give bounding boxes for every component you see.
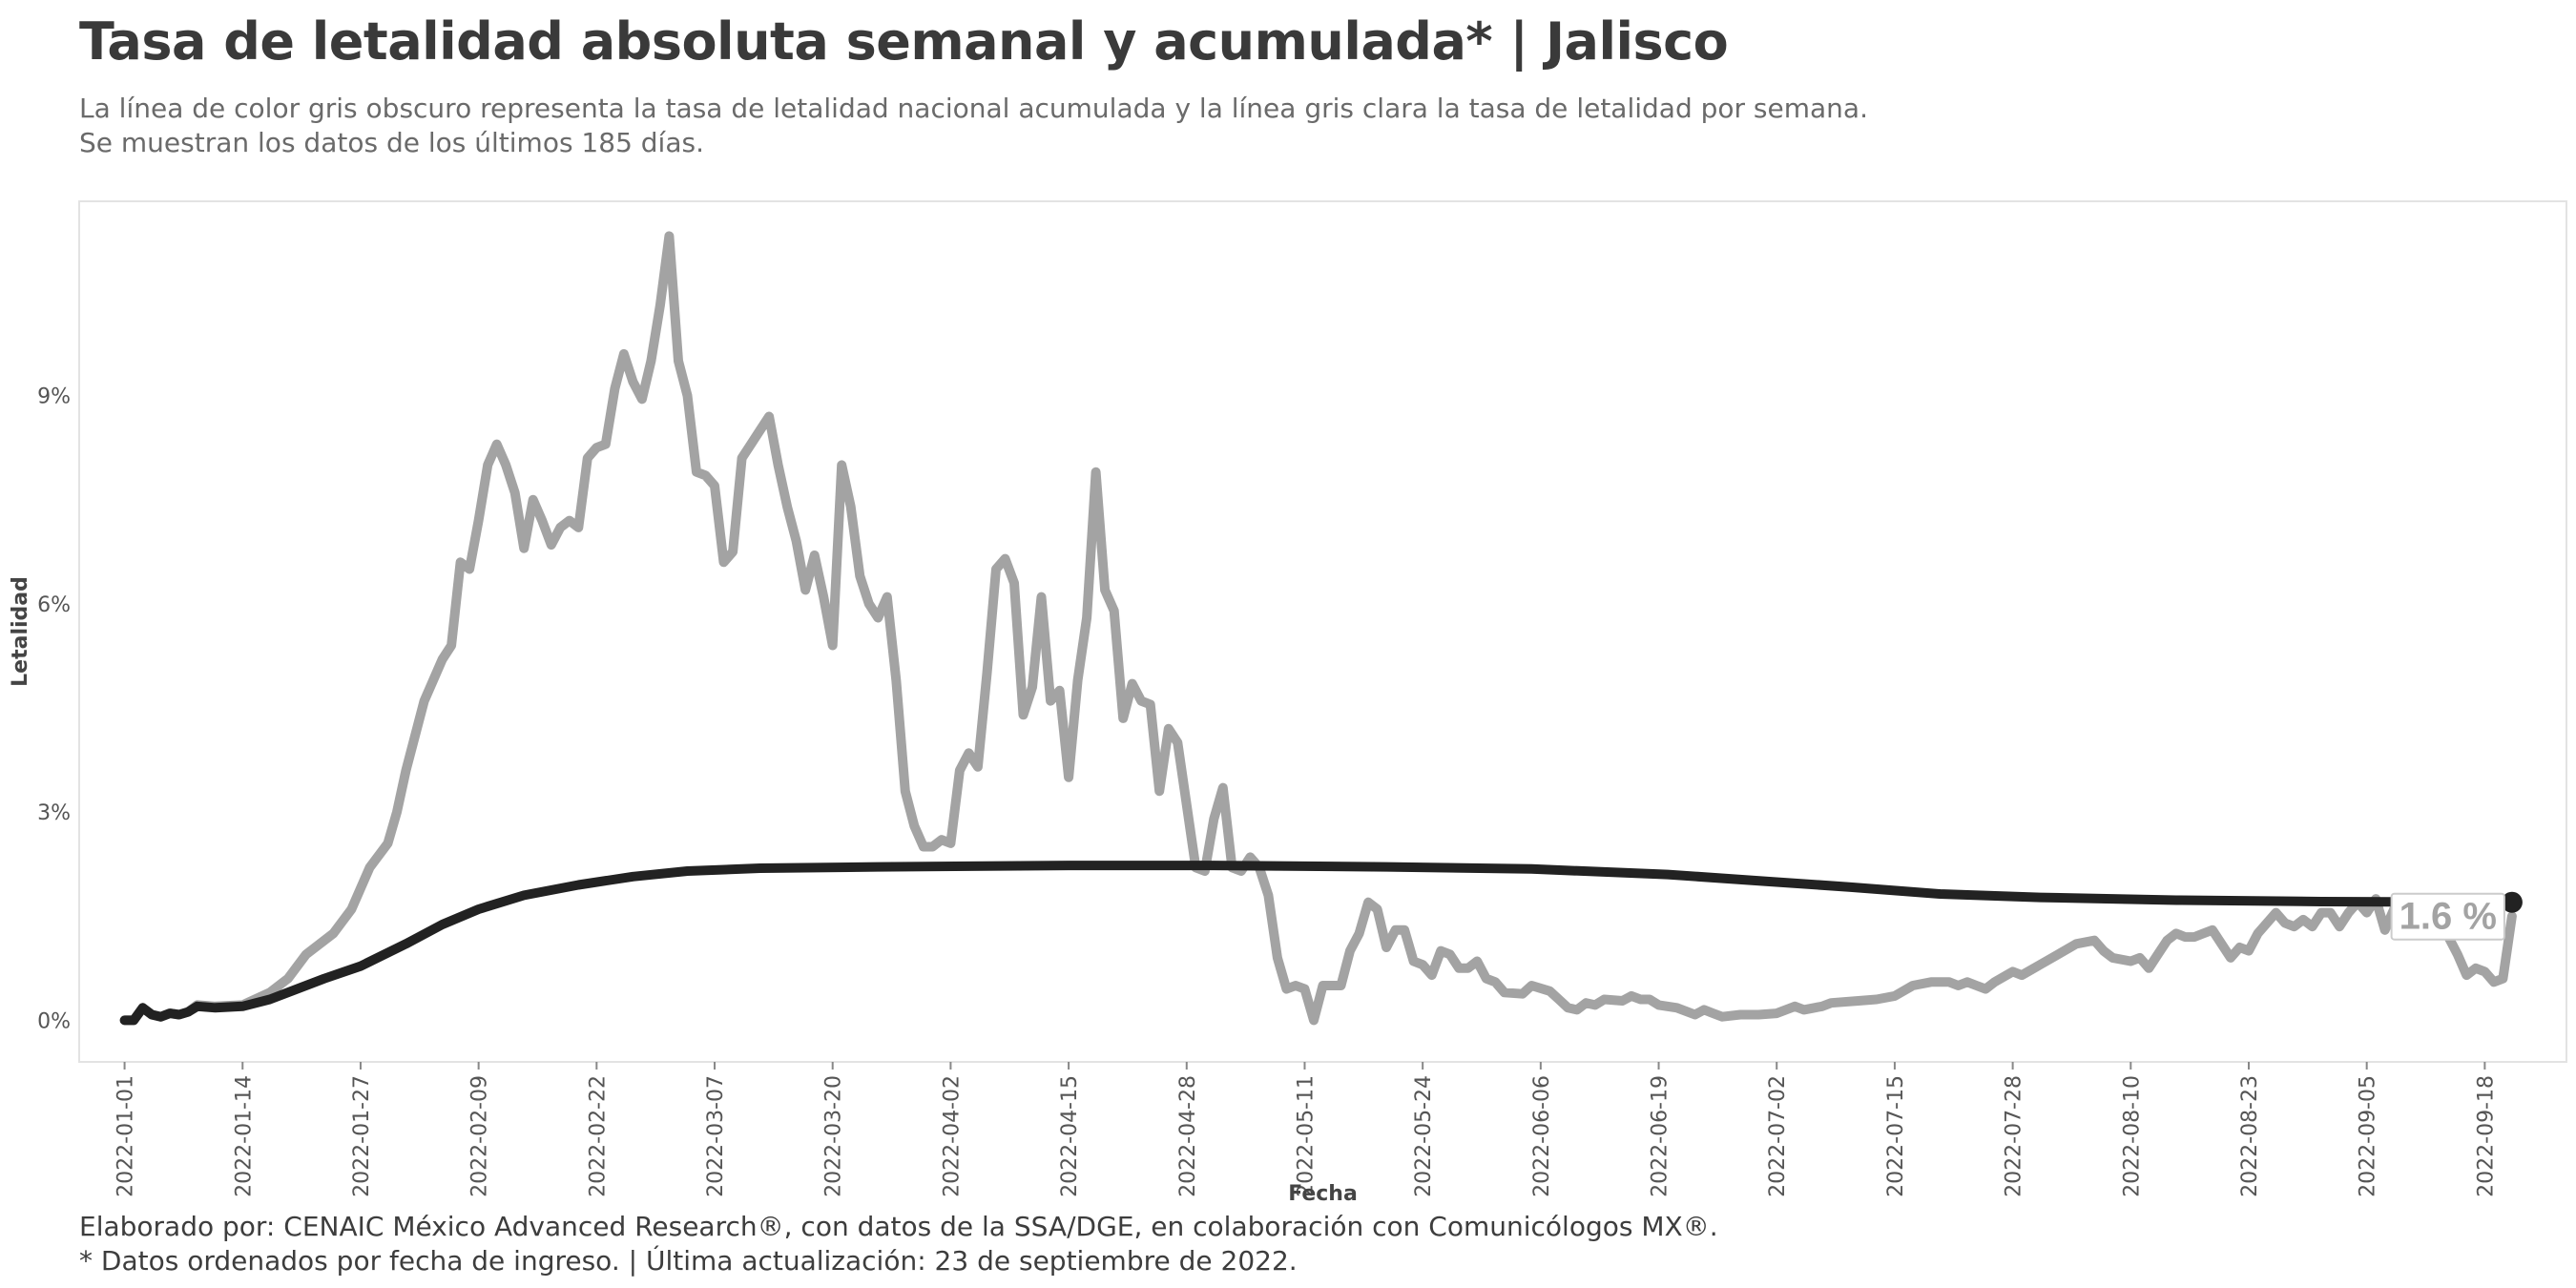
- x-tick-label: 2022-08-10: [2120, 1075, 2144, 1197]
- x-tick-label: 2022-01-27: [350, 1075, 374, 1197]
- caption-line-2: * Datos ordenados por fecha de ingreso. …: [79, 1245, 1298, 1277]
- x-tick-label: 2022-05-24: [1412, 1075, 1436, 1197]
- y-axis-title: Letalidad: [9, 576, 32, 687]
- x-axis: 2022-01-01 2022-01-14 2022-01-27 2022-02-09…: [114, 1062, 2498, 1197]
- subtitle-line-2: Se muestran los datos de los últimos 185…: [79, 127, 704, 158]
- y-axis: 0% 3% 6% 9%: [37, 385, 71, 1034]
- chart-caption: Elaborado por: CENAIC México Advanced Re…: [79, 1210, 1718, 1278]
- x-tick-label: 2022-09-18: [2474, 1075, 2498, 1197]
- x-tick-label: 2022-02-09: [468, 1075, 492, 1197]
- x-tick-label: 2022-01-01: [114, 1075, 138, 1197]
- x-tick-label: 2022-08-23: [2238, 1075, 2262, 1197]
- series-weekly-line: [119, 231, 2517, 1026]
- x-tick-label: 2022-03-20: [822, 1075, 846, 1197]
- x-tick-label: 2022-02-22: [586, 1075, 610, 1197]
- y-tick-label: 9%: [37, 385, 71, 409]
- series-cumulative-end-point: [2501, 891, 2523, 913]
- x-tick-label: 2022-01-14: [232, 1075, 256, 1197]
- caption-line-1: Elaborado por: CENAIC México Advanced Re…: [79, 1211, 1718, 1242]
- y-tick-label: 6%: [37, 593, 71, 617]
- x-tick-label: 2022-06-19: [1649, 1075, 1672, 1197]
- x-tick-label: 2022-06-06: [1530, 1075, 1554, 1197]
- x-tick-label: 2022-07-28: [2003, 1075, 2026, 1197]
- plot-panel: [78, 200, 2567, 1063]
- x-tick-label: 2022-03-07: [704, 1075, 728, 1197]
- x-tick-label: 2022-04-15: [1058, 1075, 1082, 1197]
- x-axis-title: Fecha: [1288, 1182, 1358, 1206]
- end-label-box: [2390, 892, 2505, 941]
- x-tick-label: 2022-09-05: [2357, 1075, 2380, 1197]
- x-tick-label: 2022-05-11: [1294, 1075, 1318, 1197]
- end-label: 1.6 %: [2399, 896, 2497, 938]
- subtitle-line-1: La línea de color gris obscuro represent…: [79, 93, 1868, 124]
- x-tick-label: 2022-07-15: [1884, 1075, 1908, 1197]
- chart-title: Tasa de letalidad absoluta semanal y acu…: [79, 11, 1729, 72]
- x-tick-label: 2022-04-02: [940, 1075, 964, 1197]
- chart-subtitle: La línea de color gris obscuro represent…: [79, 92, 1868, 160]
- series-cumulative-line: [119, 861, 2517, 1026]
- x-tick-label: 2022-07-02: [1766, 1075, 1790, 1197]
- x-tick-label: 2022-04-28: [1176, 1075, 1200, 1197]
- y-tick-label: 3%: [37, 801, 71, 825]
- y-tick-label: 0%: [37, 1009, 71, 1033]
